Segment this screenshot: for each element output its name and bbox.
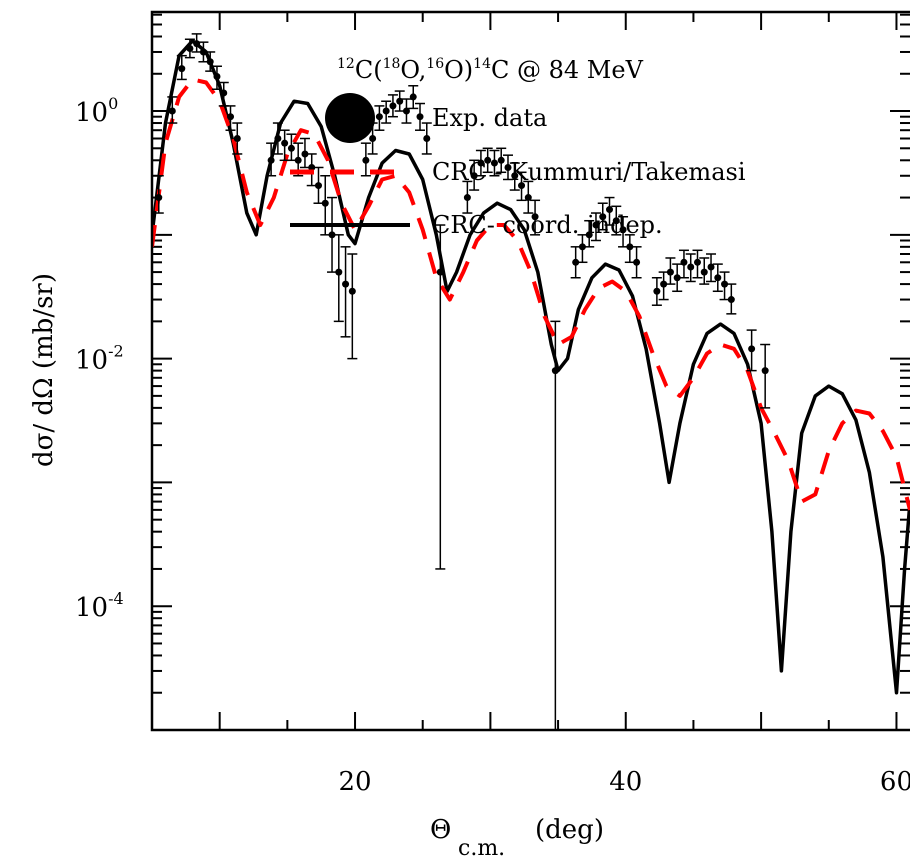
data-point xyxy=(281,139,289,147)
data-point xyxy=(599,213,607,221)
data-point xyxy=(213,73,221,81)
data-point xyxy=(301,150,309,158)
legend-label-crc-coord: CRC- coord. indep. xyxy=(432,211,663,239)
data-point xyxy=(382,107,390,115)
x-tick-label: 20 xyxy=(338,767,371,797)
x-axis-label-unit: (deg) xyxy=(535,815,604,845)
data-point xyxy=(666,268,674,276)
legend-label-crc-kummuri: CRC - Kummuri/Takemasi xyxy=(432,158,746,186)
data-point xyxy=(551,367,559,375)
data-point xyxy=(375,113,383,121)
legend: Exp. data CRC - Kummuri/Takemasi CRC- co… xyxy=(290,93,746,239)
data-point xyxy=(287,144,295,152)
data-point xyxy=(585,231,593,239)
data-point xyxy=(518,182,526,190)
y-tick-label: 10-2 xyxy=(75,342,124,376)
data-point xyxy=(714,274,722,282)
data-point xyxy=(653,287,661,295)
data-point xyxy=(592,221,600,229)
data-point xyxy=(416,113,424,121)
x-tick-label: 40 xyxy=(609,767,642,797)
data-point xyxy=(396,97,404,105)
data-point xyxy=(233,134,241,142)
x-axis-label: Θ c.m. (deg) xyxy=(430,815,604,861)
data-point xyxy=(606,206,614,214)
plot-area xyxy=(152,33,910,730)
data-point xyxy=(178,65,186,73)
data-point xyxy=(314,182,322,190)
legend-label-exp-data: Exp. data xyxy=(432,104,547,132)
data-point xyxy=(727,296,735,304)
data-point xyxy=(274,134,282,142)
data-point xyxy=(761,367,769,375)
data-point xyxy=(490,159,498,167)
data-point xyxy=(619,226,627,234)
series-line-crc-kummuri xyxy=(152,77,910,511)
data-point xyxy=(423,134,431,142)
data-point xyxy=(369,134,377,142)
data-point xyxy=(484,156,492,164)
data-point xyxy=(511,172,519,180)
data-point xyxy=(693,258,701,266)
data-point xyxy=(707,263,715,271)
data-point xyxy=(348,287,356,295)
data-point xyxy=(578,243,586,251)
data-point xyxy=(572,258,580,266)
data-point xyxy=(335,268,343,276)
data-point xyxy=(186,45,194,53)
data-point xyxy=(687,263,695,271)
data-point xyxy=(436,268,444,276)
data-point xyxy=(504,163,512,171)
legend-marker-exp-data xyxy=(325,93,375,143)
data-point xyxy=(402,107,410,115)
data-point xyxy=(524,194,532,202)
x-axis-label-subscript: c.m. xyxy=(458,836,505,861)
data-point xyxy=(227,113,235,121)
data-point xyxy=(497,156,505,164)
data-point xyxy=(321,199,329,207)
data-point xyxy=(477,159,485,167)
axis-ticks: 20 40 60 100 10-2 10-4 xyxy=(75,12,910,797)
chart-title: 12C(18O,16O)14C @ 84 MeV xyxy=(337,56,644,84)
data-point xyxy=(673,274,681,282)
series-group xyxy=(152,33,910,730)
plot-frame xyxy=(150,10,910,732)
data-point xyxy=(168,107,176,115)
x-tick-label: 60 xyxy=(880,767,910,797)
data-point xyxy=(206,58,214,66)
data-point xyxy=(308,163,316,171)
data-point xyxy=(700,268,708,276)
data-point xyxy=(470,172,478,180)
data-point xyxy=(155,194,163,202)
data-point xyxy=(389,102,397,110)
data-point xyxy=(328,231,336,239)
data-point xyxy=(721,280,729,288)
data-point xyxy=(294,156,302,164)
data-point xyxy=(362,156,370,164)
data-point xyxy=(626,243,634,251)
series-line-crc-coord xyxy=(152,38,910,695)
data-point xyxy=(680,258,688,266)
data-point xyxy=(199,48,207,56)
data-point xyxy=(660,280,668,288)
data-point xyxy=(748,345,756,353)
y-tick-label: 100 xyxy=(75,94,118,128)
data-point xyxy=(633,258,641,266)
data-point xyxy=(267,156,275,164)
data-point xyxy=(612,217,620,225)
data-point xyxy=(531,213,539,221)
y-axis-label: dσ/ dΩ (mb/sr) xyxy=(29,273,59,467)
data-point xyxy=(342,280,350,288)
x-axis-label-symbol: Θ xyxy=(430,815,451,845)
data-point xyxy=(409,93,417,101)
data-point xyxy=(463,194,471,202)
y-tick-label: 10-4 xyxy=(75,589,124,623)
data-point xyxy=(220,89,228,97)
data-point xyxy=(193,40,201,48)
